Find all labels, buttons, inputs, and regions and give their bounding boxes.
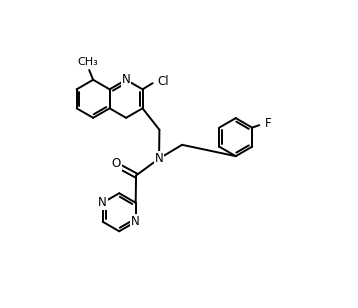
Text: F: F [265,117,272,131]
Text: N: N [98,196,107,209]
Text: N: N [155,152,164,165]
Text: N: N [122,73,130,86]
Text: CH₃: CH₃ [77,57,98,67]
Text: Cl: Cl [158,75,169,88]
Text: O: O [112,157,121,170]
Text: N: N [131,215,140,228]
